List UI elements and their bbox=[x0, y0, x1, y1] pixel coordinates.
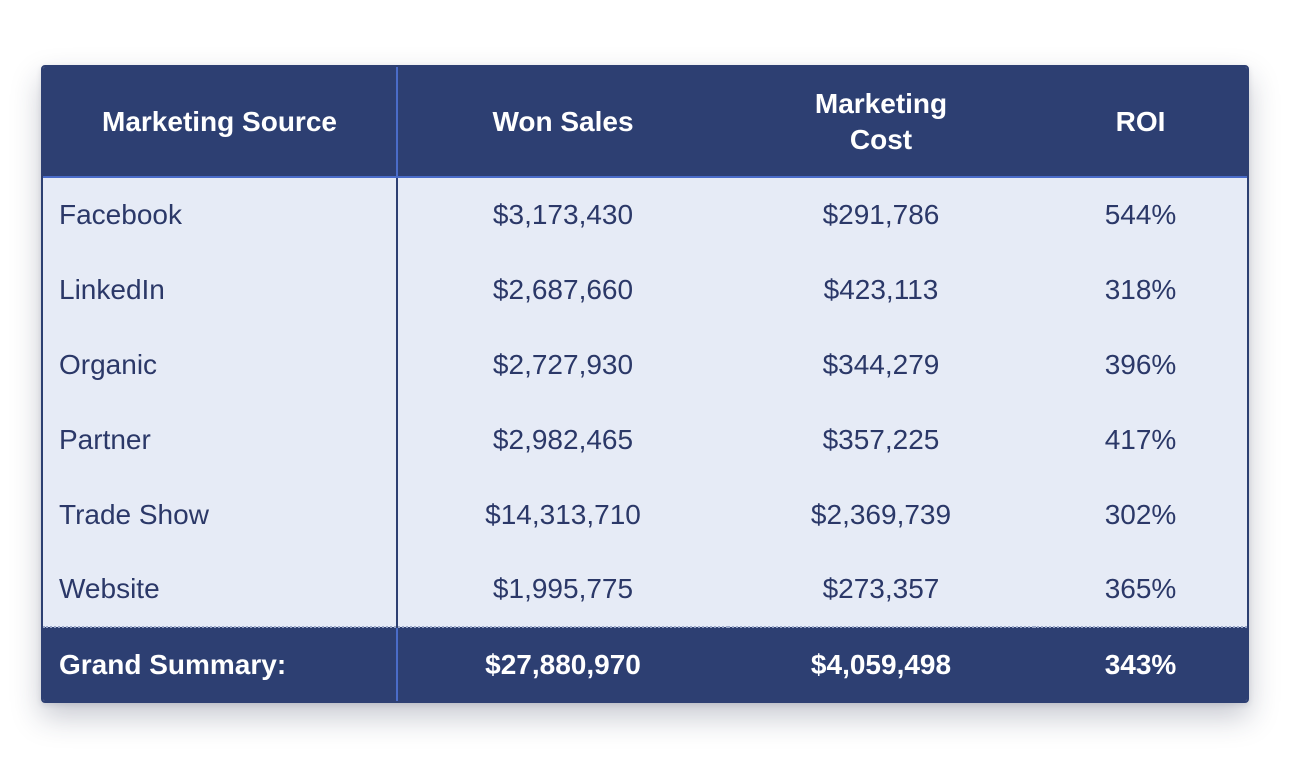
summary-won-sales: $27,880,970 bbox=[397, 626, 728, 701]
summary-marketing-cost: $4,059,498 bbox=[728, 626, 1034, 701]
cell-marketing-cost: $273,357 bbox=[822, 573, 940, 604]
marketing-cost-header-label: Marketing Cost bbox=[814, 87, 948, 155]
cell-source: Organic bbox=[43, 327, 398, 402]
summary-row: Grand Summary: $27,880,970 $4,059,498 34… bbox=[43, 626, 1247, 701]
cell-marketing-cost: $2,369,739 bbox=[810, 498, 952, 530]
table-row: Partner $2,982,465 $357,225 417% bbox=[43, 402, 1247, 477]
cell-won-sales: $14,313,710 bbox=[485, 498, 641, 530]
header-row: Marketing Source Won Sales Marketing Cos… bbox=[43, 67, 1247, 177]
cell-source: Facebook bbox=[43, 176, 398, 252]
table-row: Trade Show $14,313,710 $2,369,739 302% bbox=[43, 477, 1247, 552]
table-body: Facebook $3,173,430 $291,786 544% LinkedIn $2… bbox=[43, 176, 1247, 627]
cell-roi: 302% bbox=[1104, 498, 1177, 530]
column-header-marketing-source: Marketing Source bbox=[43, 67, 398, 177]
summary-label: Grand Summary: bbox=[43, 626, 398, 701]
summary-roi: 343% bbox=[1034, 626, 1247, 701]
column-header-roi: ROI bbox=[1034, 67, 1247, 177]
cell-marketing-cost: $344,279 bbox=[822, 348, 940, 380]
column-header-marketing-cost: Marketing Cost bbox=[728, 67, 1034, 177]
cell-roi: 417% bbox=[1104, 423, 1177, 455]
cell-source: Website bbox=[43, 552, 398, 627]
cell-source: LinkedIn bbox=[43, 252, 398, 327]
column-header-won-sales: Won Sales bbox=[397, 67, 728, 177]
cell-marketing-cost: $423,113 bbox=[823, 273, 939, 305]
cell-source: Partner bbox=[43, 402, 398, 477]
cell-marketing-cost: $291,786 bbox=[728, 176, 1034, 252]
cell-source: Trade Show bbox=[43, 477, 398, 552]
cell-won-sales: $3,173,430 bbox=[397, 176, 728, 252]
cell-roi: 396% bbox=[1104, 348, 1177, 380]
cell-roi: 544% bbox=[1034, 176, 1247, 252]
cell-won-sales: $1,995,775 bbox=[492, 573, 634, 604]
cell-won-sales: $2,687,660 bbox=[492, 273, 634, 305]
cell-roi: 318% bbox=[1104, 273, 1177, 305]
cell-marketing-cost: $357,225 bbox=[822, 423, 940, 455]
table-row: Website $1,995,775 $273,357 365% bbox=[43, 552, 1247, 627]
marketing-roi-table: Marketing Source Won Sales Marketing Cos… bbox=[43, 67, 1247, 701]
cell-roi: 365% bbox=[1104, 573, 1177, 604]
table-row: Facebook $3,173,430 $291,786 544% bbox=[43, 176, 1247, 252]
table-row: Organic $2,727,930 $344,279 396% bbox=[43, 327, 1247, 402]
table-row: LinkedIn $2,687,660 $423,113 318% bbox=[43, 252, 1247, 327]
cell-won-sales: $2,727,930 bbox=[492, 348, 634, 380]
cell-won-sales: $2,982,465 bbox=[492, 423, 634, 455]
roi-table-card: Marketing Source Won Sales Marketing Cos… bbox=[41, 65, 1249, 703]
